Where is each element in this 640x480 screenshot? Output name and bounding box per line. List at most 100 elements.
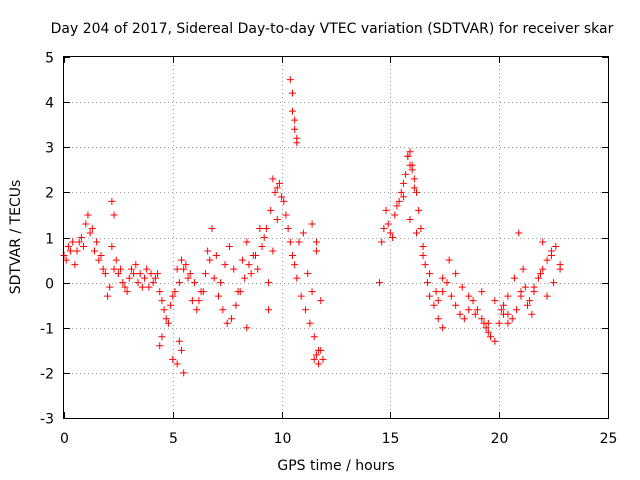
data-point	[319, 355, 327, 363]
data-point	[134, 279, 142, 287]
data-point	[504, 319, 512, 327]
data-point	[434, 315, 442, 323]
data-point	[191, 279, 199, 287]
data-point	[130, 270, 138, 278]
data-point	[278, 193, 286, 201]
data-point	[293, 139, 301, 147]
data-point	[90, 247, 98, 255]
data-point	[258, 243, 266, 251]
grid-lines	[64, 57, 608, 418]
data-point	[310, 355, 318, 363]
data-point	[452, 301, 460, 309]
plot-frame	[63, 56, 609, 419]
data-point	[482, 324, 490, 332]
data-point	[219, 306, 227, 314]
data-point	[473, 306, 481, 314]
x-tick-label: 5	[169, 431, 178, 447]
data-point	[291, 116, 299, 124]
data-point	[67, 247, 75, 255]
data-point	[143, 265, 151, 273]
data-point	[127, 265, 135, 273]
data-point	[280, 197, 288, 205]
data-point	[225, 243, 233, 251]
data-point	[452, 270, 460, 278]
y-tick-label: 3	[45, 141, 54, 157]
data-point	[413, 229, 421, 237]
data-point	[101, 270, 109, 278]
data-point	[178, 256, 186, 264]
data-point	[376, 279, 384, 287]
data-point	[156, 342, 164, 350]
data-point	[125, 274, 133, 282]
data-point	[169, 355, 177, 363]
x-tick-label: 0	[60, 431, 69, 447]
data-point	[97, 252, 105, 260]
data-point	[439, 288, 447, 296]
data-point	[267, 206, 275, 214]
data-point	[173, 360, 181, 368]
data-point	[317, 346, 325, 354]
data-point	[543, 256, 551, 264]
data-point	[210, 274, 218, 282]
data-point	[173, 265, 181, 273]
data-point	[169, 292, 177, 300]
data-point	[543, 292, 551, 300]
data-point	[208, 224, 216, 232]
data-point	[556, 265, 564, 273]
y-axis: -3 -2 -1 0 1 2 3 4 5	[40, 51, 608, 428]
data-point	[108, 197, 116, 205]
data-point	[534, 274, 542, 282]
data-point	[86, 229, 94, 237]
data-point	[136, 270, 144, 278]
data-point	[288, 89, 296, 97]
data-point	[306, 319, 314, 327]
data-point	[539, 238, 547, 246]
data-point	[402, 170, 410, 178]
data-point	[243, 324, 251, 332]
data-point	[382, 206, 390, 214]
data-point	[75, 238, 83, 246]
data-point	[500, 310, 508, 318]
data-point	[269, 175, 277, 183]
data-point	[199, 288, 207, 296]
data-point	[478, 288, 486, 296]
data-point	[547, 247, 555, 255]
data-marks	[60, 76, 564, 377]
data-point	[430, 301, 438, 309]
data-point	[526, 297, 534, 305]
data-point	[271, 188, 279, 196]
data-point	[519, 265, 527, 273]
y-tick-label: 4	[45, 96, 54, 112]
data-point	[147, 270, 155, 278]
data-point	[317, 297, 325, 305]
data-point	[299, 229, 307, 237]
data-point	[73, 247, 81, 255]
data-point	[64, 243, 72, 251]
y-tick-label: -1	[40, 322, 54, 338]
data-point	[312, 351, 320, 359]
data-point	[151, 274, 159, 282]
data-point	[154, 270, 162, 278]
data-point	[238, 256, 246, 264]
data-point	[121, 283, 129, 291]
data-point	[254, 265, 262, 273]
data-point	[164, 319, 172, 327]
data-point	[528, 310, 536, 318]
data-point	[386, 229, 394, 237]
data-point	[410, 175, 418, 183]
data-point	[521, 283, 529, 291]
data-point	[158, 333, 166, 341]
data-point	[95, 256, 103, 264]
data-point	[297, 292, 305, 300]
data-point	[178, 346, 186, 354]
data-point	[141, 274, 149, 282]
data-point	[110, 265, 118, 273]
data-point	[517, 288, 525, 296]
data-point	[550, 279, 558, 287]
y-tick-label: -3	[40, 412, 54, 428]
data-point	[175, 279, 183, 287]
data-point	[284, 224, 292, 232]
y-tick-label: 2	[45, 186, 54, 202]
data-point	[552, 243, 560, 251]
